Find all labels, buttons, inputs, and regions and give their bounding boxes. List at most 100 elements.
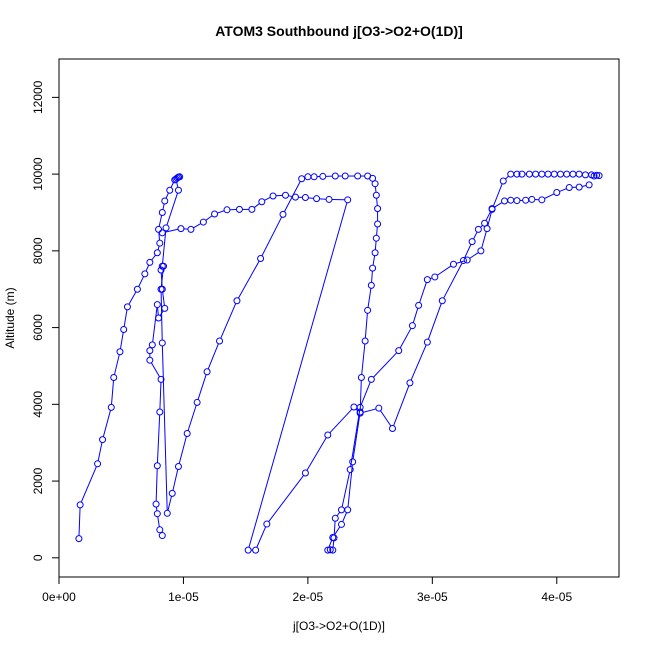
series-line-segment [352,414,361,459]
series-line-segment [138,276,145,287]
series-line-segment [374,186,377,193]
series-line-segment [328,540,333,548]
plot-frame [58,58,620,578]
series-line-segment [207,343,219,370]
data-point [569,170,577,178]
data-point [369,264,377,272]
data-point [341,172,349,180]
data-point [168,489,176,497]
series-line-segment [119,332,124,349]
series-line-segment [248,202,348,548]
data-point [481,219,489,227]
series-line-segment [473,231,478,240]
data-point [528,195,536,203]
data-point [501,197,509,205]
data-point [329,546,337,554]
data-point [357,373,365,381]
data-point [235,205,243,213]
series-line-segment [157,307,159,316]
data-point [349,458,357,466]
data-point [158,229,166,237]
series-line-segment [333,521,336,535]
series-1 [75,173,184,543]
series-line-segment [253,203,260,208]
data-point [354,172,362,180]
data-point [356,409,364,417]
series-line-segment [97,442,103,461]
data-point [301,469,309,477]
data-point [474,225,482,233]
series-line-segment [374,241,377,250]
series-line-segment [410,344,427,381]
series-line-segment [581,185,587,187]
data-point [120,326,128,334]
x-tick-label: 0e+00 [42,590,76,604]
data-point [518,170,526,178]
series-line-segment [187,405,197,431]
series-line-segment [494,202,503,208]
series-line-segment [268,475,304,522]
series-line-segment [334,526,341,536]
series-line-segment [399,328,412,349]
series-line-segment [412,308,419,323]
data-point [463,256,471,264]
data-point [364,306,372,314]
data-point [513,170,521,178]
data-point [161,197,169,205]
data-point [269,192,277,200]
series-line-segment [157,516,160,527]
data-point [107,403,115,411]
data-point [177,225,185,233]
data-point [161,304,169,312]
data-point [374,220,382,228]
data-point [193,398,201,406]
data-point [304,173,312,181]
data-point [146,258,154,266]
series-line-segment [217,210,225,214]
data-point [553,189,561,197]
data-point [133,285,141,293]
series-line-segment [364,313,368,339]
y-tick-label: 0 [31,554,45,561]
x-tick-label: 1e-05 [168,590,199,604]
series-line-segment [156,414,161,463]
series-line-segment [78,507,81,536]
y-tick-label: 6000 [31,314,45,341]
data-point [423,276,431,284]
data-point [331,514,339,522]
data-point [331,172,339,180]
data-point [477,247,485,255]
series-line-segment [128,291,137,305]
y-axis-label: Altitude (m) [3,287,17,348]
data-point [157,285,165,293]
series-line-segment [492,183,503,207]
data-point [258,198,266,206]
data-point [507,196,515,204]
data-point [581,171,589,179]
series-line-segment [372,255,376,266]
series-line-segment [505,175,509,180]
series-line-segment [332,540,335,548]
data-point [488,205,496,213]
series-line-segment [158,215,163,227]
series-line-segment [237,260,260,299]
data-point [291,193,299,201]
data-point [75,535,83,543]
data-point [575,183,583,191]
data-point [374,205,382,213]
series-line-segment [376,226,378,236]
series-line-segment [162,230,167,264]
data-point [449,260,457,268]
data-point [344,196,352,204]
data-point [371,249,379,257]
data-point [423,338,431,346]
y-tick-label: 10000 [31,157,45,191]
series-line-segment [380,410,392,427]
data-point [595,172,603,180]
data-point [211,210,219,218]
data-point [372,191,380,199]
data-point [325,195,333,203]
data-point [158,208,166,216]
data-point [326,546,334,554]
series-line-segment [437,265,452,276]
